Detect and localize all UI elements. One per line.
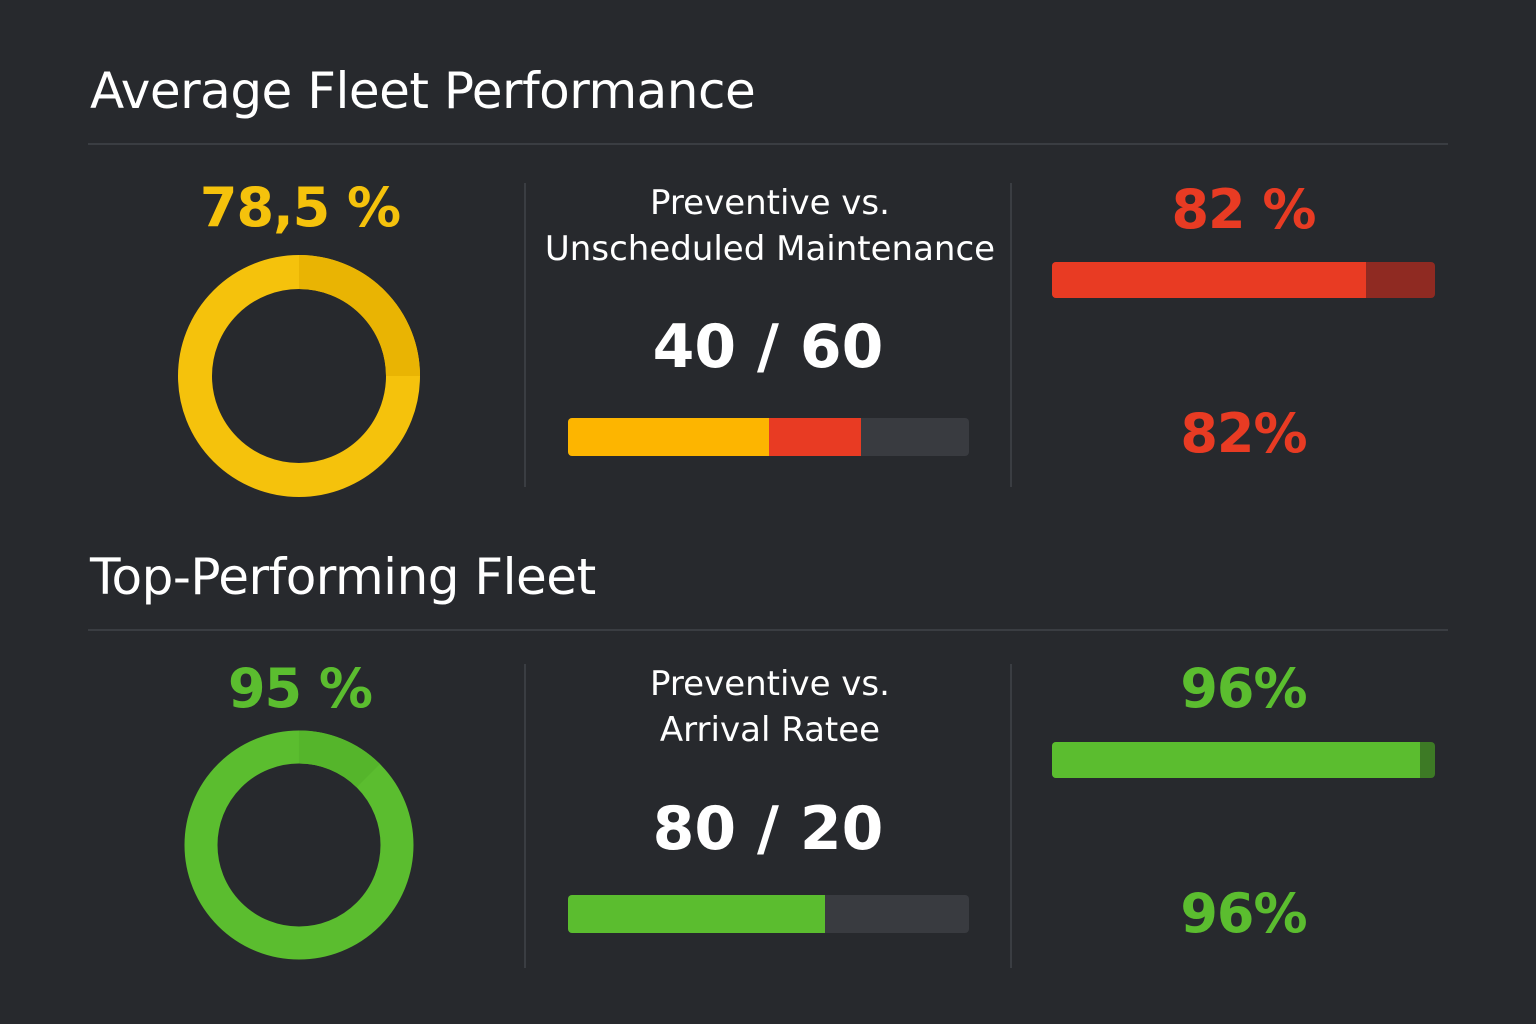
column-divider	[1010, 664, 1012, 968]
progress-fill	[1052, 262, 1367, 298]
average-comparison-title: Preventive vs. Unscheduled Maintenance	[540, 180, 1000, 272]
top-arrival-split-bar	[568, 895, 969, 933]
split-bar-segment	[568, 895, 825, 933]
average-score-value: 78,5 %	[199, 176, 401, 239]
average-maintenance-split-bar	[568, 418, 969, 456]
comparison-title-line-1: Preventive vs.	[650, 183, 890, 223]
top-metric-progress-bar	[1052, 742, 1435, 778]
average-metric-value-bottom: 82%	[1180, 402, 1307, 465]
column-divider	[1010, 183, 1012, 487]
top-score-value: 95 %	[227, 657, 373, 720]
donut-shade	[298, 730, 380, 788]
top-score-donut	[184, 730, 414, 960]
column-divider	[524, 183, 526, 487]
section-divider	[88, 143, 1448, 145]
top-comparison-title: Preventive vs. Arrival Ratee	[540, 661, 1000, 753]
section-divider	[88, 629, 1448, 631]
split-bar-segment	[768, 418, 861, 456]
progress-fill	[1052, 742, 1420, 778]
average-score-donut	[178, 255, 420, 497]
top-arrival-ratio: 80 / 20	[652, 794, 884, 864]
average-fleet-title: Average Fleet Performance	[90, 62, 756, 120]
comparison-title-line-1: Preventive vs.	[650, 664, 890, 704]
average-metric-progress-bar	[1052, 262, 1435, 298]
column-divider	[524, 664, 526, 968]
donut-shade	[298, 255, 420, 377]
top-metric-value-top: 96%	[1180, 657, 1307, 720]
average-metric-value-top: 82 %	[1171, 178, 1316, 241]
average-maintenance-ratio: 40 / 60	[652, 312, 884, 382]
top-metric-value-bottom: 96%	[1180, 882, 1307, 945]
comparison-title-line-2: Unscheduled Maintenance	[544, 229, 996, 269]
comparison-title-line-2: Arrival Ratee	[659, 710, 881, 750]
split-bar-segment	[568, 418, 769, 456]
top-fleet-title: Top-Performing Fleet	[90, 548, 596, 606]
